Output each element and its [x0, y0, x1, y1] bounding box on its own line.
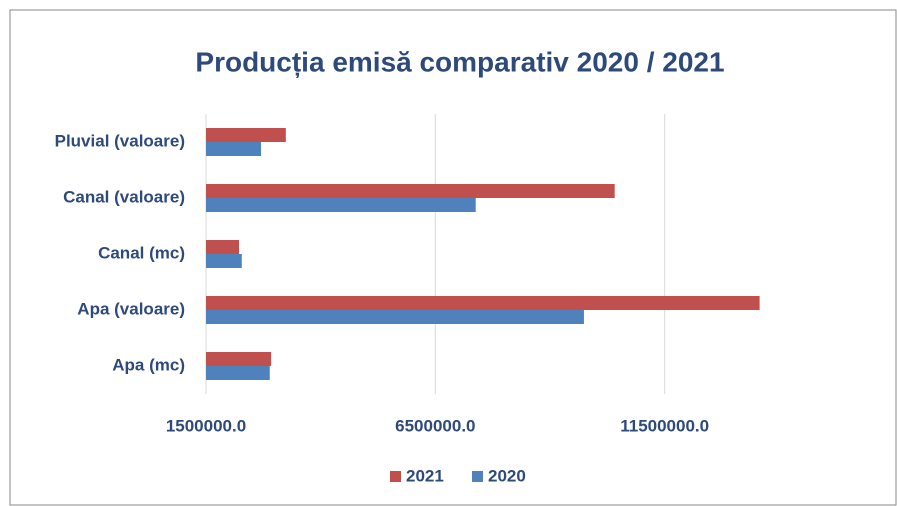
bar [206, 240, 240, 254]
bar [206, 254, 242, 268]
legend-label: 2021 [406, 466, 444, 485]
x-tick-label: 1500000.0 [166, 416, 246, 435]
y-tick-label: Pluvial (valoare) [55, 131, 185, 150]
legend-swatch [390, 471, 401, 482]
bar [206, 296, 760, 310]
legend-swatch [472, 471, 483, 482]
y-tick-label: Canal (mc) [98, 243, 185, 262]
y-tick-label: Canal (valoare) [63, 187, 185, 206]
chart-title: Producția emisă comparativ 2020 / 2021 [195, 46, 724, 77]
bar [206, 198, 476, 212]
chart-border [9, 9, 897, 506]
bar [206, 366, 270, 380]
bar [206, 310, 584, 324]
y-tick-label: Apa (mc) [112, 355, 185, 374]
bar [206, 142, 262, 156]
bar [206, 352, 272, 366]
bar [206, 184, 615, 198]
x-tick-label: 6500000.0 [395, 416, 475, 435]
bar [206, 128, 286, 142]
y-tick-label: Apa (valoare) [77, 299, 185, 318]
x-tick-label: 11500000.0 [620, 416, 709, 435]
legend-label: 2020 [488, 466, 526, 485]
